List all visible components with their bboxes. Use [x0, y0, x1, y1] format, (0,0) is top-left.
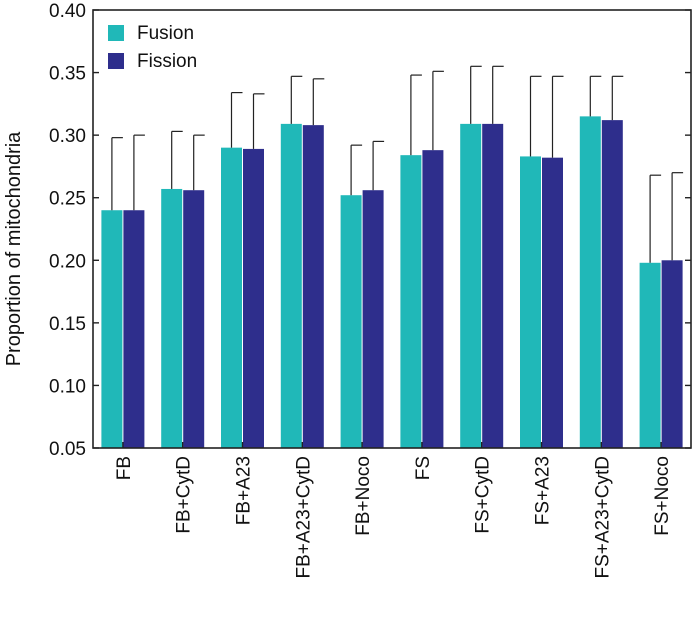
x-category-label: FS — [413, 456, 434, 480]
bar-fusion — [579, 116, 601, 448]
plot-frame — [92, 9, 692, 449]
x-axis: FB FB+CytD FB+A23 FB+A23+CytD FB+Noco FS FS+Cy… — [114, 442, 673, 579]
bar-fission — [542, 157, 563, 448]
bar-fusion — [161, 188, 183, 448]
bar-fission — [601, 120, 623, 448]
x-category-label: FB+CytD — [174, 456, 195, 534]
x-category-label: FB — [114, 456, 135, 480]
bar-fusion — [280, 123, 302, 448]
bar-fusion — [101, 210, 123, 448]
y-tick-label: 0.40 — [49, 1, 86, 22]
y-axis: 0.05 0.10 0.15 0.20 0.25 0.30 0.35 0.40 — [49, 1, 691, 460]
bar-fusion — [460, 123, 482, 448]
y-tick-label: 0.25 — [49, 189, 86, 210]
y-tick-label: 0.35 — [49, 64, 86, 85]
bar-fission — [123, 210, 145, 448]
bar-fission — [243, 148, 264, 448]
legend-label-fission: Fission — [137, 51, 197, 72]
y-axis-label: Proportion of mitochondria — [3, 131, 25, 366]
x-category-label: FB+A23+CytD — [293, 456, 314, 579]
y-tick-label: 0.30 — [49, 126, 86, 147]
bar-fission — [302, 125, 324, 448]
bar-fission — [183, 190, 205, 448]
x-category-label: FB+Noco — [353, 456, 374, 536]
bar-fission — [422, 150, 444, 448]
x-category-label: FS+Noco — [652, 456, 673, 536]
y-tick-label: 0.15 — [49, 314, 86, 335]
bar-fusion — [340, 195, 362, 448]
bar-fission — [661, 260, 683, 448]
bar-fission — [362, 190, 384, 448]
bar-fusion — [400, 155, 422, 448]
x-category-label: FB+A23 — [234, 456, 255, 525]
legend-label-fusion: Fusion — [137, 23, 194, 44]
x-category-label: FS+CytD — [473, 456, 494, 534]
legend: Fusion Fission — [108, 23, 197, 72]
bars-layer — [101, 116, 683, 448]
error-bars-layer — [111, 65, 684, 263]
bar-fusion — [639, 262, 661, 448]
y-tick-label: 0.20 — [49, 251, 86, 272]
x-category-label: FS+A23 — [533, 456, 554, 525]
y-tick-label: 0.10 — [49, 376, 86, 397]
legend-swatch-fusion — [108, 25, 124, 41]
legend-swatch-fission — [108, 53, 124, 69]
bar-fusion — [520, 156, 541, 448]
y-tick-label: 0.05 — [49, 439, 86, 460]
x-category-label: FS+A23+CytD — [592, 456, 613, 579]
bar-fusion — [221, 147, 242, 448]
bar-fission — [482, 123, 504, 448]
